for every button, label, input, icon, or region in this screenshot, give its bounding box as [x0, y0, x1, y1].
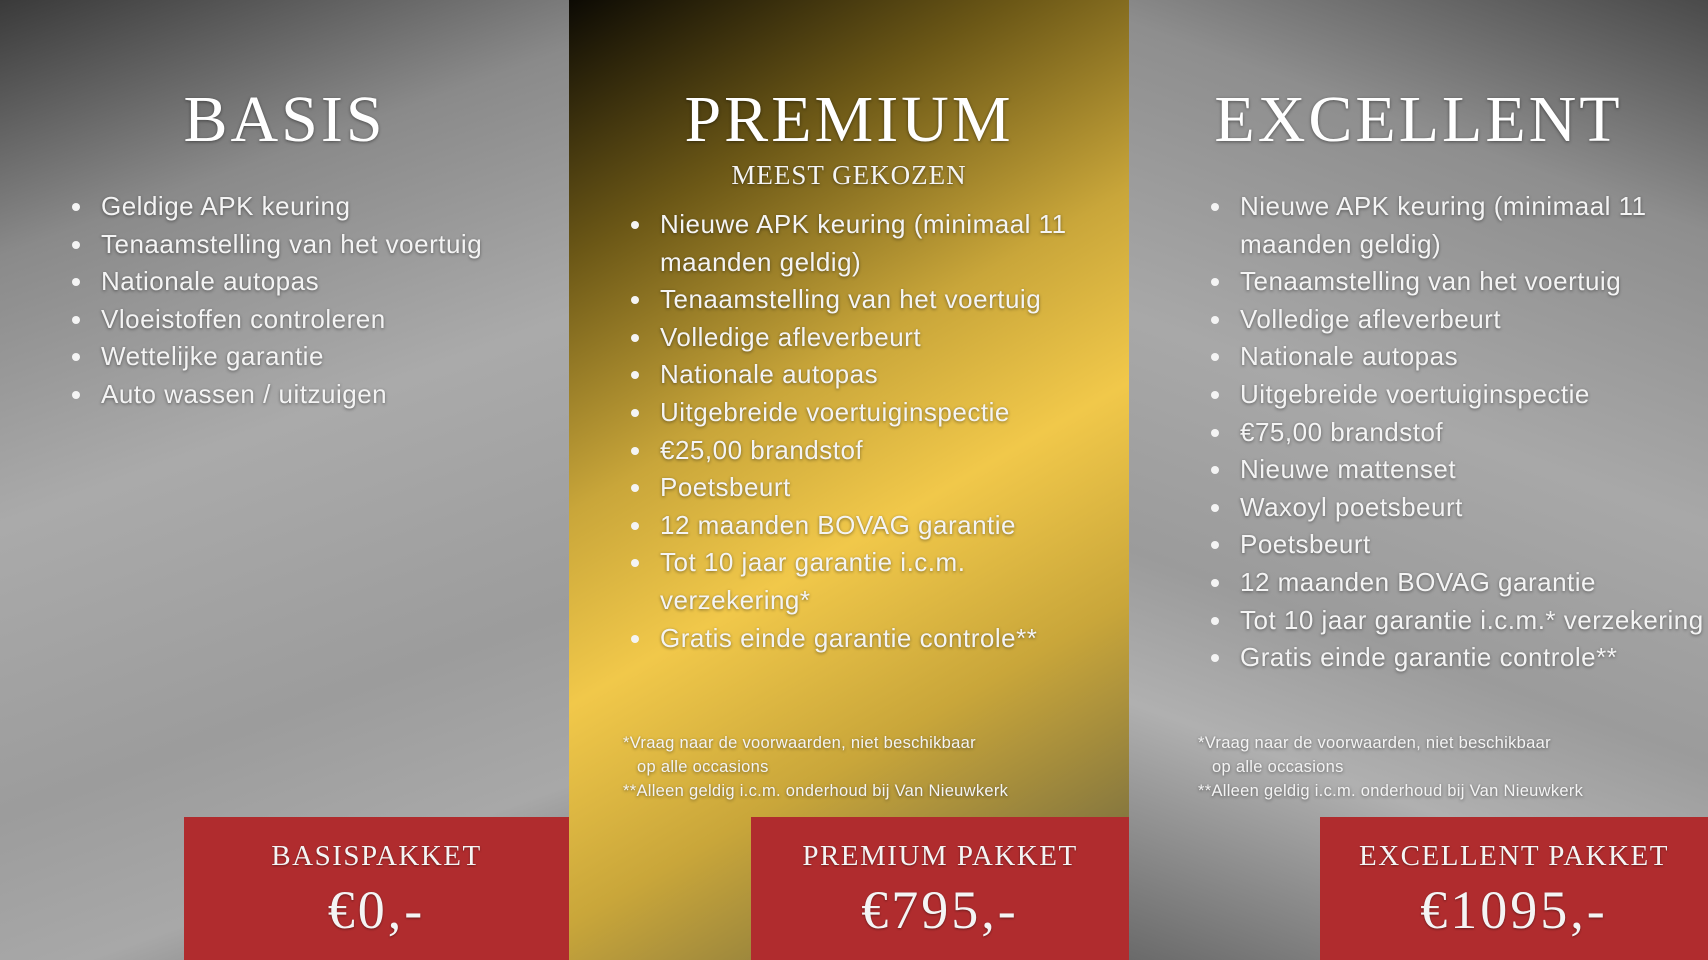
- footnote: **Alleen geldig i.c.m. onderhoud bij Van…: [623, 782, 1009, 800]
- feature-list: Nieuwe APK keuring (minimaal 11 maanden …: [1205, 188, 1705, 677]
- feature-item: Auto wassen / uitzuigen: [66, 376, 482, 414]
- package-basis: BASIS Geldige APK keuring Tenaamstelling …: [0, 0, 569, 960]
- footnote: **Alleen geldig i.c.m. onderhoud bij Van…: [1198, 782, 1584, 800]
- price-value: €1095,-: [1420, 880, 1608, 940]
- feature-list: Geldige APK keuring Tenaamstelling van he…: [66, 188, 482, 414]
- feature-item: Poetsbeurt: [1205, 526, 1705, 564]
- feature-item: Nationale autopas: [1205, 338, 1705, 376]
- feature-item: Gratis einde garantie controle**: [625, 620, 1095, 658]
- package-title: EXCELLENT: [1214, 83, 1623, 156]
- feature-item: Waxoyl poetsbeurt: [1205, 489, 1705, 527]
- package-premium: PREMIUM MEEST GEKOZEN Nieuwe APK keuring…: [569, 0, 1129, 960]
- footnotes: *Vraag naar de voorwaarden, niet beschik…: [623, 731, 1008, 803]
- price-box-excellent: EXCELLENT PAKKET €1095,-: [1320, 817, 1708, 960]
- price-label: EXCELLENT PAKKET: [1359, 840, 1669, 872]
- feature-item: Nationale autopas: [625, 356, 1095, 394]
- footnote: op alle occasions: [1212, 758, 1344, 776]
- feature-item: Gratis einde garantie controle**: [1205, 639, 1705, 677]
- package-excellent: EXCELLENT Nieuwe APK keuring (minimaal 1…: [1129, 0, 1708, 960]
- footnotes: *Vraag naar de voorwaarden, niet beschik…: [1198, 731, 1583, 803]
- feature-item: 12 maanden BOVAG garantie: [1205, 564, 1705, 602]
- feature-item: Tenaamstelling van het voertuig: [625, 281, 1095, 319]
- package-title: PREMIUM: [684, 83, 1014, 156]
- feature-item: Nieuwe APK keuring (minimaal 11 maanden …: [1205, 188, 1705, 263]
- most-chosen-label: MEEST GEKOZEN: [731, 160, 967, 190]
- price-box-basis: BASISPAKKET €0,-: [184, 817, 569, 960]
- feature-item: Volledige afleverbeurt: [1205, 301, 1705, 339]
- price-label: BASISPAKKET: [271, 840, 482, 872]
- feature-item: Nieuwe APK keuring (minimaal 11 maanden …: [625, 206, 1095, 281]
- footnote: *Vraag naar de voorwaarden, niet beschik…: [1198, 734, 1551, 752]
- feature-item: Nieuwe mattenset: [1205, 451, 1705, 489]
- feature-item: 12 maanden BOVAG garantie: [625, 507, 1095, 545]
- feature-item: Wettelijke garantie: [66, 338, 482, 376]
- package-title: BASIS: [183, 83, 386, 156]
- footnote: *Vraag naar de voorwaarden, niet beschik…: [623, 734, 976, 752]
- price-value: €795,-: [861, 880, 1019, 940]
- feature-item: Tot 10 jaar garantie i.c.m. verzekering*: [625, 544, 1095, 619]
- feature-item: Vloeistoffen controleren: [66, 301, 482, 339]
- price-label: PREMIUM PAKKET: [802, 840, 1078, 872]
- feature-item: Geldige APK keuring: [66, 188, 482, 226]
- feature-item: Uitgebreide voertuiginspectie: [625, 394, 1095, 432]
- feature-item: Tenaamstelling van het voertuig: [1205, 263, 1705, 301]
- footnote: op alle occasions: [637, 758, 769, 776]
- feature-item: Uitgebreide voertuiginspectie: [1205, 376, 1705, 414]
- feature-item: Tenaamstelling van het voertuig: [66, 226, 482, 264]
- feature-item: Nationale autopas: [66, 263, 482, 301]
- feature-list: Nieuwe APK keuring (minimaal 11 maanden …: [625, 206, 1095, 657]
- price-value: €0,-: [327, 880, 426, 940]
- feature-item: Volledige afleverbeurt: [625, 319, 1095, 357]
- feature-item: Poetsbeurt: [625, 469, 1095, 507]
- feature-item: Tot 10 jaar garantie i.c.m.* verzekering: [1205, 602, 1705, 640]
- feature-item: €75,00 brandstof: [1205, 414, 1705, 452]
- price-box-premium: PREMIUM PAKKET €795,-: [751, 817, 1129, 960]
- feature-item: €25,00 brandstof: [625, 432, 1095, 470]
